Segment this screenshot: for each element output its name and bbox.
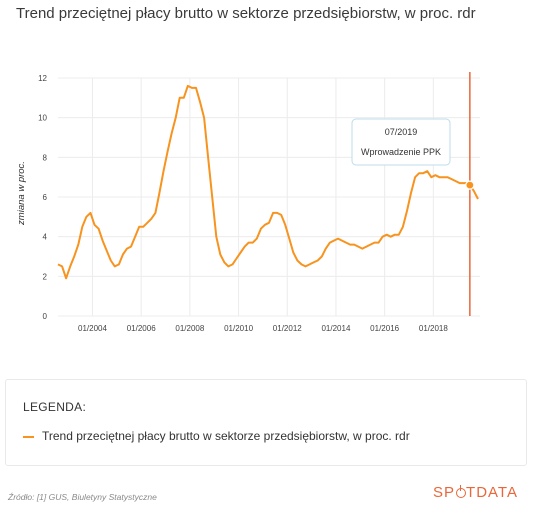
legend-heading: LEGENDA:: [23, 400, 87, 414]
logo-text-end: TDATA: [466, 484, 518, 501]
x-tick-label: 01/2010: [224, 324, 253, 333]
series-line: [57, 84, 479, 280]
tooltip-text: Wprowadzenie PPK: [361, 147, 441, 157]
chart-grid: [58, 77, 480, 317]
annotation-marker[interactable]: [465, 180, 475, 190]
y-tick-label: 12: [38, 74, 47, 83]
legend-box: LEGENDA: Trend przeciętnej płacy brutto …: [5, 379, 527, 466]
y-axis-label: zmiana w proc.: [16, 161, 27, 226]
y-tick-label: 2: [43, 272, 48, 281]
source-note: Źródło: [1] GUS, Biuletyny Statystyczne: [8, 492, 157, 502]
tooltip-box: [351, 118, 451, 166]
y-tick-label: 0: [43, 312, 48, 321]
x-tick-label: 01/2016: [370, 324, 399, 333]
x-tick-label: 01/2004: [78, 324, 107, 333]
annotation-tooltip: 07/2019 Wprowadzenie PPK: [351, 118, 451, 166]
brand-logo: SP TDATA: [433, 484, 518, 501]
y-tick-label: 4: [43, 233, 48, 242]
x-tick-label: 01/2012: [273, 324, 302, 333]
logo-text-start: SP: [433, 484, 456, 501]
y-tick-label: 10: [38, 114, 47, 123]
x-tick-label: 01/2018: [419, 324, 448, 333]
y-tick-label: 8: [43, 153, 48, 162]
legend-swatch: [23, 435, 34, 438]
chart-title: Trend przeciętnej płacy brutto w sektorz…: [16, 5, 476, 22]
x-tick-label: 01/2014: [321, 324, 350, 333]
x-tick-label: 01/2008: [175, 324, 204, 333]
y-axis-ticks: 0 2 4 6 8 10 12: [38, 74, 47, 321]
x-axis-ticks: 01/2004 01/2006 01/2008 01/2010 01/2012 01/20…: [78, 324, 448, 333]
tooltip-date: 07/2019: [385, 127, 418, 137]
power-icon: [455, 485, 466, 498]
legend-item-label: Trend przeciętnej płacy brutto w sektorz…: [42, 429, 410, 443]
x-tick-label: 01/2006: [127, 324, 156, 333]
y-tick-label: 6: [43, 193, 48, 202]
legend-item[interactable]: Trend przeciętnej płacy brutto w sektorz…: [23, 429, 410, 443]
